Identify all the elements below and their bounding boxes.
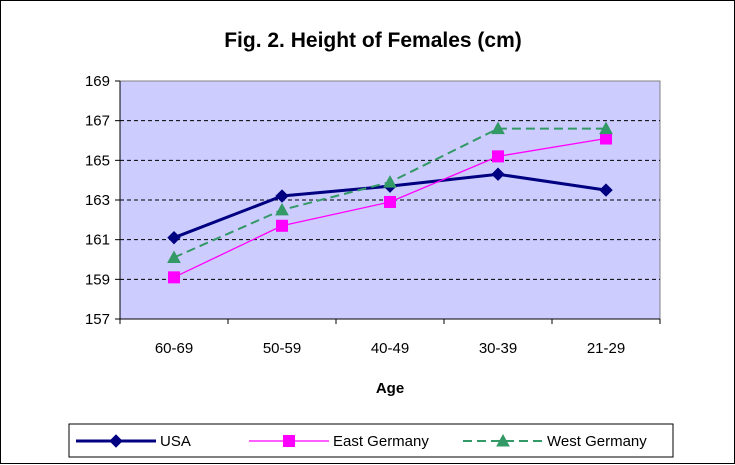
data-point-usa — [599, 183, 613, 197]
y-tick-label: 163 — [85, 192, 110, 209]
y-tick-label: 165 — [85, 152, 110, 169]
series-west-germany — [167, 121, 613, 264]
legend-marker-usa — [109, 434, 123, 448]
data-point-east-germany — [492, 150, 504, 163]
data-point-west-germany — [599, 121, 613, 135]
y-tick-label: 159 — [85, 271, 110, 288]
x-axis-ticks: 60-69 50-59 40-49 30-39 21-29 — [119, 319, 661, 357]
chart-title: Fig. 2. Height of Females (cm) — [224, 29, 522, 52]
y-tick-label: 157 — [85, 311, 110, 328]
legend-item-east-germany: East Germany — [249, 433, 429, 450]
series-layer — [167, 121, 613, 284]
y-axis-ticks: 157 159 161 163 165 167 169 — [85, 73, 120, 328]
data-point-usa — [491, 167, 505, 181]
x-tick-label: 40-49 — [371, 340, 409, 357]
data-point-usa — [275, 189, 289, 203]
x-tick-label: 21-29 — [587, 340, 625, 357]
data-point-usa — [167, 230, 181, 245]
data-point-west-germany — [275, 202, 289, 216]
legend: USA East Germany West Germany — [68, 423, 674, 458]
legend-label-east-germany: East Germany — [333, 433, 429, 450]
x-tick-label: 50-59 — [263, 340, 301, 357]
y-tick-label: 169 — [85, 73, 110, 90]
x-axis-label: Age — [376, 380, 404, 397]
data-point-east-germany — [600, 132, 612, 145]
data-point-east-germany — [276, 219, 288, 232]
legend-item-usa: USA — [76, 433, 191, 450]
legend-item-west-germany: West Germany — [463, 433, 647, 450]
y-tick-label: 167 — [85, 113, 110, 130]
legend-label-usa: USA — [160, 433, 191, 450]
data-point-west-germany — [491, 121, 505, 135]
x-tick-label: 60-69 — [155, 340, 193, 357]
data-point-west-germany — [167, 250, 181, 264]
data-point-west-germany — [383, 175, 397, 188]
legend-marker-east-germany — [283, 435, 295, 447]
legend-marker-west-germany — [496, 433, 510, 447]
y-tick-label: 161 — [85, 232, 110, 249]
series-east-germany — [168, 132, 612, 284]
legend-label-west-germany: West Germany — [547, 433, 647, 450]
x-tick-label: 30-39 — [479, 340, 517, 357]
data-point-east-germany — [168, 271, 180, 284]
legend-box — [68, 423, 674, 458]
data-point-east-germany — [384, 195, 396, 208]
